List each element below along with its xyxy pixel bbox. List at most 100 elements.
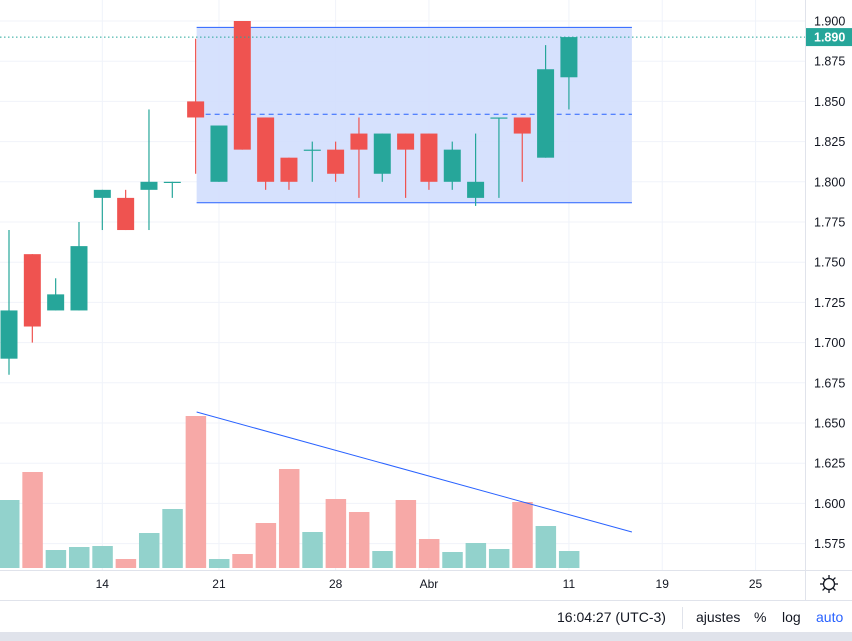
volume-bar [325,499,347,568]
volume-bar [138,533,160,568]
candle-body [117,197,135,231]
time-tick-label: 19 [656,577,670,591]
candle-body [467,181,485,198]
trendline [196,411,633,533]
candle [163,181,181,198]
price-tick-label: 1.700 [814,336,845,350]
settings-gear-icon[interactable] [820,575,838,593]
candle-body [210,125,228,182]
candle-body [490,117,508,119]
price-tick-label: 1.650 [814,417,845,431]
candle-body [350,133,368,150]
price-tick-label: 1.800 [814,175,845,189]
price-tick-label: 1.600 [814,497,845,511]
log-scale-button[interactable]: log [782,609,801,625]
candle [47,278,65,311]
price-tick-label: 1.775 [814,216,845,230]
volume-bar [22,472,43,568]
volume-bar [0,500,20,568]
time-tick-label: 11 [563,577,576,591]
candle-body [303,149,321,151]
auto-scale-button[interactable]: auto [816,609,844,625]
candle [373,133,391,182]
volume-bar [68,547,90,568]
candle-body [163,181,181,183]
candle [257,117,275,190]
time-tick-label: Abr [420,577,439,591]
candle [443,141,461,190]
price-tick-label: 1.625 [814,457,845,471]
time-tick-label: 28 [329,577,343,591]
status-bar: 16:04:27 (UTC-3) ajustes % log auto [0,600,852,633]
price-tick-label: 1.725 [814,296,845,310]
candle-body [443,149,461,182]
candle [210,125,228,182]
candle [560,37,578,110]
percent-scale-button[interactable]: % [754,609,767,625]
price-axis[interactable]: 1.900 1.875 1.850 1.825 1.800 1.775 1.750 1.725… [805,0,852,600]
volume-bar [465,543,487,568]
volume-bar [512,502,533,568]
volume-bar [45,550,67,568]
candle-body [560,37,578,78]
volume-bar [278,469,300,568]
volume-bar [115,559,137,568]
candle-body [140,181,158,190]
candle [537,45,555,158]
volume-bar [395,500,417,568]
volume-bar [255,523,277,568]
candle [350,117,368,198]
candle-body [397,133,415,150]
candle [397,133,415,198]
last-price-badge [806,28,852,47]
candle [467,133,485,206]
candle [490,117,508,198]
volume-bar [535,526,557,568]
candle-body [23,254,41,327]
candle [187,38,205,174]
candle-body [327,149,345,174]
candles [0,21,578,375]
volume-bar [92,546,113,568]
divider [682,607,683,629]
candle [140,109,158,231]
price-tick-label: 1.825 [814,135,845,149]
price-tick-label: 1.850 [814,95,845,109]
volume-bar [185,416,207,568]
settings-button[interactable]: ajustes [696,609,741,625]
volume-bar [232,554,253,568]
candle [280,157,298,190]
candle [233,21,251,150]
candle-body [0,310,18,359]
candle [93,189,111,231]
time-tick-label: 14 [96,577,110,591]
candle-body [93,189,111,198]
volume-bar [372,551,393,568]
candle [70,222,88,311]
candle-body [537,69,555,158]
volume-bar [208,559,230,568]
time-axis[interactable]: 14 21 28 Abr 11 19 25 [0,570,852,592]
candle [117,189,135,231]
clock-timezone[interactable]: 16:04:27 (UTC-3) [557,609,666,625]
time-tick-label: 25 [749,577,763,591]
volume-bar [558,551,580,568]
candle [23,254,41,343]
volume-bar [162,509,183,568]
candle [420,133,438,190]
volume-bar [442,552,463,568]
price-tick-label: 1.575 [814,537,845,551]
volume-bars [0,416,580,568]
candle-body [280,157,298,182]
volume-bar [348,512,370,568]
candle-body [373,133,391,174]
volume-trendline[interactable] [196,411,633,533]
volume-bar [302,532,323,568]
volume-bar [488,549,510,568]
candlestick-chart[interactable]: 1.900 1.875 1.850 1.825 1.800 1.775 1.750 1.725… [0,0,852,600]
volume-bar [418,539,440,568]
candle-body [257,117,275,182]
price-tick-label: 1.675 [814,376,845,390]
candle-body [233,21,251,150]
candle [513,117,531,182]
